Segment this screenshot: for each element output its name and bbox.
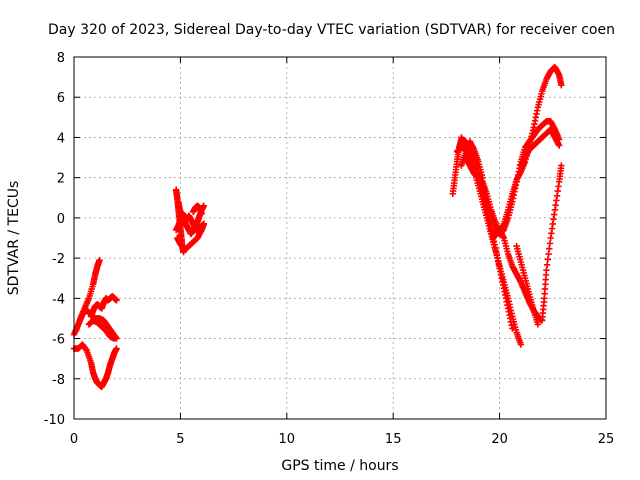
y-tick-label: -4 bbox=[52, 292, 65, 307]
data-point bbox=[517, 341, 525, 348]
grid bbox=[74, 57, 606, 419]
data-point bbox=[479, 174, 486, 181]
y-tick-label: -2 bbox=[52, 252, 65, 267]
x-tick-label: 0 bbox=[70, 432, 78, 447]
data-point bbox=[113, 297, 120, 304]
chart-title: Day 320 of 2023, Sidereal Day-to-day VTE… bbox=[48, 22, 615, 38]
y-tick-label: -8 bbox=[52, 373, 65, 388]
data-point bbox=[543, 261, 551, 269]
x-tick-label: 10 bbox=[279, 432, 296, 447]
data-point bbox=[200, 220, 208, 228]
y-tick-label: 4 bbox=[57, 131, 65, 146]
data-points bbox=[70, 63, 565, 391]
x-tick-label: 5 bbox=[176, 432, 184, 447]
data-point bbox=[545, 250, 552, 258]
axis-ticks bbox=[73, 56, 607, 420]
data-point bbox=[558, 81, 565, 89]
data-point bbox=[200, 202, 208, 210]
y-tick-label: 6 bbox=[57, 91, 65, 106]
data-point bbox=[111, 335, 118, 342]
y-tick-label: 2 bbox=[57, 172, 65, 187]
y-tick-label: 0 bbox=[57, 212, 65, 227]
data-point bbox=[198, 210, 205, 218]
x-tick-labels: 0 5 10 15 20 25 bbox=[70, 432, 614, 447]
y-tick-label: -10 bbox=[44, 413, 65, 428]
y-tick-labels: -10 -8 -6 -4 -2 0 2 4 6 8 bbox=[44, 51, 65, 428]
x-tick-label: 25 bbox=[598, 432, 615, 447]
x-tick-label: 20 bbox=[491, 432, 508, 447]
x-axis-label: GPS time / hours bbox=[281, 458, 398, 474]
y-axis-label: SDTVAR / TECUs bbox=[6, 181, 22, 296]
data-point bbox=[546, 245, 553, 252]
x-tick-label: 15 bbox=[385, 432, 402, 447]
y-tick-label: -6 bbox=[52, 333, 65, 348]
plot-frame bbox=[73, 56, 607, 420]
data-point bbox=[96, 256, 103, 264]
data-point bbox=[113, 345, 120, 352]
y-tick-label: 8 bbox=[57, 51, 65, 66]
data-point bbox=[534, 321, 542, 328]
data-point bbox=[543, 266, 550, 274]
data-point bbox=[544, 256, 552, 263]
data-point bbox=[555, 142, 563, 149]
data-point bbox=[558, 162, 565, 169]
data-point bbox=[546, 240, 554, 247]
